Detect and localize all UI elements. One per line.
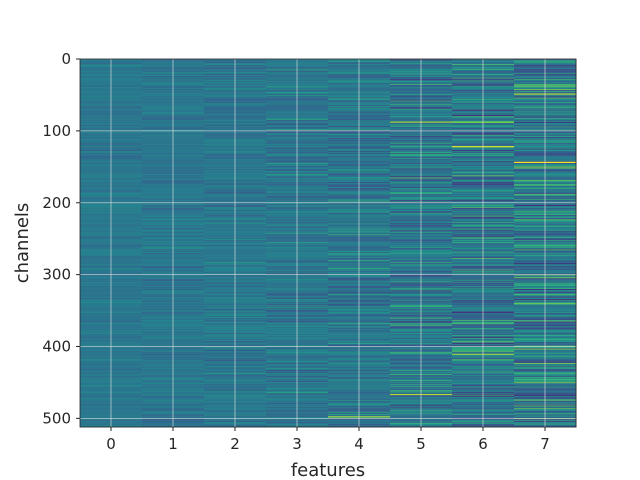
- plot-frame: [79, 58, 577, 428]
- y-axis-label: channels: [12, 203, 33, 284]
- x-tick-label: 6: [478, 435, 488, 453]
- heatmap-cells: [80, 59, 577, 428]
- x-tick-label: 3: [292, 435, 302, 453]
- y-axis: 0 100 200 300 400 500: [42, 50, 80, 427]
- y-tick-label: 300: [42, 266, 71, 284]
- y-tick-label: 200: [42, 194, 71, 212]
- x-tick-label: 5: [416, 435, 426, 453]
- x-tick-label: 1: [168, 435, 178, 453]
- x-axis: 0 1 2 3 4 5 6 7: [106, 427, 550, 453]
- x-tick-label: 2: [230, 435, 240, 453]
- y-tick-label: 100: [42, 122, 71, 140]
- x-tick-label: 4: [354, 435, 364, 453]
- y-tick-label: 400: [42, 338, 71, 356]
- grid-lines: [80, 58, 576, 427]
- x-tick-label: 7: [540, 435, 550, 453]
- x-axis-label: features: [291, 460, 365, 480]
- y-tick-label: 500: [42, 409, 71, 427]
- x-tick-label: 0: [106, 435, 116, 453]
- y-tick-label: 0: [61, 50, 71, 68]
